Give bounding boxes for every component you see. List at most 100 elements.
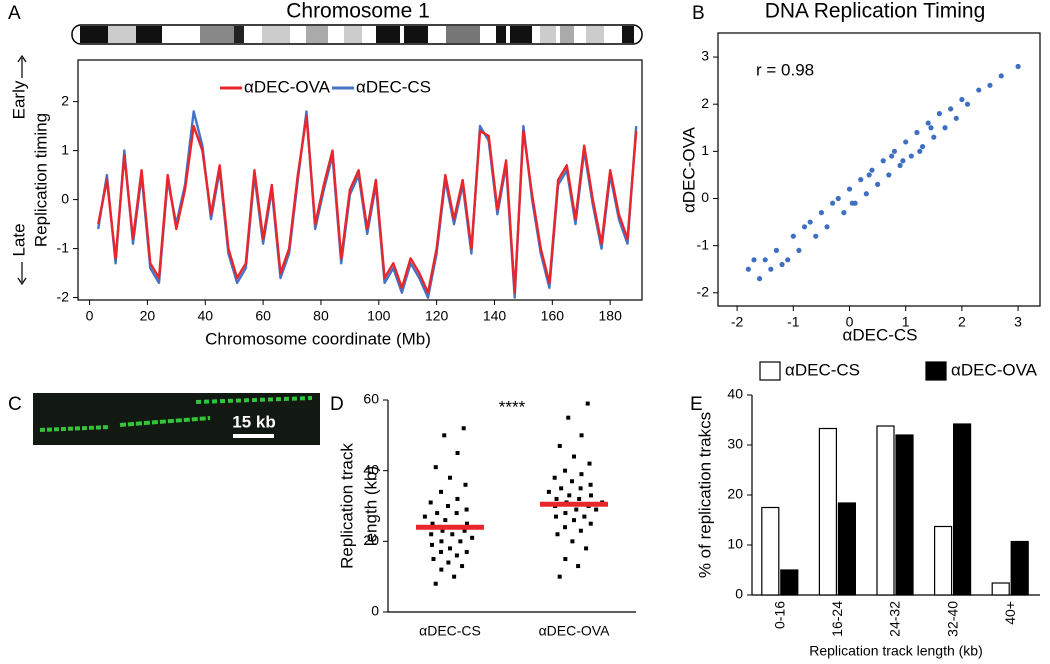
point xyxy=(1015,63,1021,70)
y-tick-label: 3 xyxy=(701,48,709,64)
point xyxy=(964,101,971,107)
bar xyxy=(952,423,972,596)
dot xyxy=(557,574,562,579)
y-tick-label: 0 xyxy=(371,603,379,619)
point xyxy=(841,210,847,216)
arrow-head xyxy=(17,277,27,286)
dot xyxy=(587,461,592,466)
plot-frame xyxy=(77,59,643,301)
x-axis-label: αDEC-CS xyxy=(843,325,918,344)
y-tick-label: -2 xyxy=(697,284,710,300)
y-tick-label: 40 xyxy=(363,461,379,477)
dot xyxy=(448,546,452,551)
x-tick-label: 180 xyxy=(599,308,623,324)
x-tick-label: 1 xyxy=(902,314,910,330)
y-axis-label: αDEC-OVA xyxy=(679,126,698,213)
y-tick-label: 1 xyxy=(61,141,69,157)
dot xyxy=(429,532,434,537)
point xyxy=(796,247,802,253)
x-axis-label: Replication track length (kb) xyxy=(809,643,983,659)
y-axis-label: length (kb) xyxy=(361,466,380,546)
y-tick-label: 30 xyxy=(727,436,743,452)
dot xyxy=(455,496,460,501)
dot xyxy=(579,433,584,438)
dot xyxy=(443,518,448,523)
dot xyxy=(433,465,438,470)
point xyxy=(801,224,808,230)
point xyxy=(773,247,780,253)
bar xyxy=(876,425,895,596)
dot xyxy=(584,546,589,551)
x-tick-label: 160 xyxy=(541,308,565,324)
lines xyxy=(97,110,638,299)
point xyxy=(824,224,830,230)
x-tick-label: 20 xyxy=(140,308,156,324)
y-tick-label: 10 xyxy=(727,536,743,552)
y-tick-label: 40 xyxy=(727,386,743,402)
point xyxy=(768,266,774,272)
dot xyxy=(569,479,574,484)
dot xyxy=(430,521,435,526)
fiber-image: 15 kb C xyxy=(8,393,320,445)
x-tick-label: 120 xyxy=(425,308,449,324)
legend-label: αDEC-CS xyxy=(356,77,431,96)
y-tick-label: 0 xyxy=(735,586,743,602)
point xyxy=(849,200,855,206)
legend-swatch xyxy=(925,361,947,381)
dot xyxy=(577,496,582,501)
x-axis-label: Chromosome coordinate (Mb) xyxy=(205,329,431,348)
dot xyxy=(582,514,587,519)
dot xyxy=(579,472,584,477)
dot xyxy=(431,557,436,561)
x-tick-label: 24-32 xyxy=(887,601,903,637)
point xyxy=(818,210,824,216)
dot xyxy=(546,489,551,494)
y-tick-label: 1 xyxy=(701,142,709,158)
point xyxy=(914,129,920,136)
dot xyxy=(454,511,459,516)
dot xyxy=(429,542,434,547)
panel-letter: B xyxy=(692,3,705,24)
dot xyxy=(445,504,450,508)
x-tick-label: 60 xyxy=(255,308,271,324)
point xyxy=(936,111,943,117)
point xyxy=(886,172,892,178)
x-tick-label: αDEC-OVA xyxy=(539,623,611,639)
point xyxy=(925,120,931,126)
chart-title: Chromosome 1 xyxy=(286,0,430,23)
point xyxy=(830,200,836,206)
point xyxy=(976,87,982,93)
dot xyxy=(559,486,564,491)
dot xyxy=(594,507,599,512)
legend-swatch xyxy=(759,361,781,381)
dot xyxy=(588,482,593,487)
bar xyxy=(761,506,780,596)
x-tick-label: 0 xyxy=(86,308,94,324)
bar xyxy=(895,434,914,596)
dot xyxy=(461,426,466,431)
annotation: Early xyxy=(9,80,28,119)
panel-letter: D xyxy=(330,394,344,415)
point xyxy=(751,257,757,263)
panel-letter: E xyxy=(690,394,703,415)
dot xyxy=(563,557,568,561)
bar xyxy=(780,569,799,596)
dot xyxy=(422,514,427,519)
dot xyxy=(428,500,433,505)
dot xyxy=(588,493,593,498)
y-tick-label: 0 xyxy=(61,190,69,206)
x-tick-label: -1 xyxy=(787,314,800,330)
x-tick-label: -2 xyxy=(731,314,744,330)
y-axis-label: Replication track xyxy=(337,443,356,569)
y-tick-label: 2 xyxy=(61,92,69,108)
x-tick-label: 16-24 xyxy=(829,601,845,637)
dot xyxy=(439,549,444,554)
point xyxy=(928,125,934,131)
point xyxy=(953,115,959,121)
point xyxy=(900,158,906,164)
dot xyxy=(452,574,457,579)
chromosome-ideogram xyxy=(71,24,643,45)
x-tick-label: 0 xyxy=(846,314,854,330)
dot xyxy=(439,489,444,494)
